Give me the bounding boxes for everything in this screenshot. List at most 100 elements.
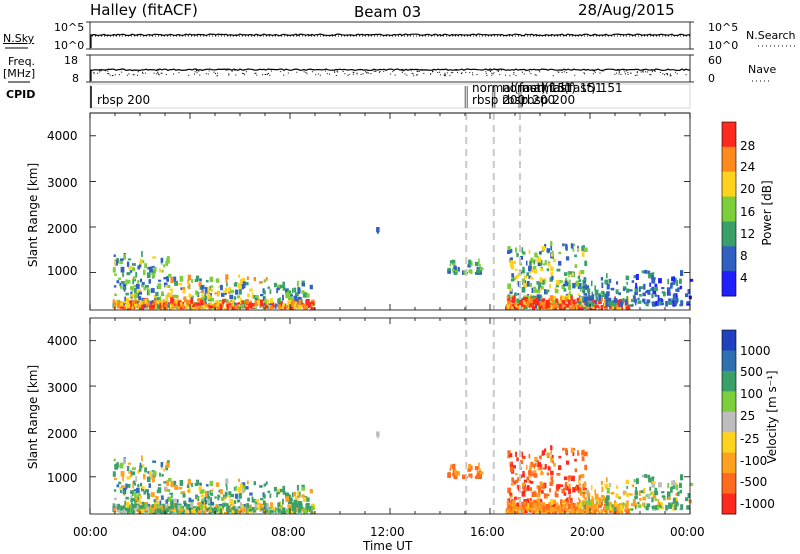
power-echo-1-162	[223, 299, 227, 303]
power-echo-2-32	[270, 302, 273, 306]
velocity-echo-1-9	[253, 498, 257, 503]
power-echo-4-8	[447, 269, 451, 274]
power-echo-5-190	[520, 255, 524, 260]
velocity-echo-2-43	[273, 486, 277, 492]
power-echo-1-188	[191, 278, 193, 283]
velocity-echo-3-201	[226, 508, 229, 514]
velocity-echo-5-128	[564, 484, 568, 491]
velocity-echo-6-145	[573, 506, 576, 510]
power-echo-8-74	[651, 301, 656, 305]
velocity-echo-1-198	[264, 502, 267, 507]
velocity-echo-6-18	[556, 509, 559, 512]
power-echo-8-20	[641, 270, 645, 274]
velocity-echo-7-43	[594, 504, 597, 509]
power-echo-2-52	[298, 291, 301, 294]
velocity-echo-3-93	[309, 505, 314, 509]
power-echo-7-23	[590, 280, 593, 287]
power-echo-0-165	[148, 279, 151, 284]
velocity-echo-3-217	[192, 510, 196, 514]
power-echo-3-194	[287, 303, 291, 309]
velocity-echo-0-88	[135, 476, 138, 482]
xtick-0: 00:00	[73, 525, 108, 539]
power-echo-6-91	[562, 299, 566, 305]
power-echo-8-76	[643, 283, 646, 290]
power-echo-5-143	[547, 262, 551, 267]
power-echo-7-73	[606, 291, 610, 297]
power-echo-2-63	[282, 294, 284, 301]
velocity-echo-8-75	[637, 501, 640, 504]
power-echo-3-187	[266, 299, 269, 306]
power-echo-8-60	[655, 300, 658, 305]
velocity-echo-0-152	[164, 489, 169, 492]
velocity-echo-8-84	[648, 477, 652, 483]
power-echo-6-134	[572, 307, 576, 310]
power-echo-6-18	[556, 305, 559, 308]
nsky-label: N.Sky	[3, 32, 35, 45]
power-echo-8-4	[686, 302, 690, 306]
power-echo-5-159	[572, 247, 575, 252]
velocity-echo-5-151	[521, 451, 524, 458]
power-echo-6-193	[545, 300, 550, 306]
velocity-echo-5-100	[526, 485, 530, 491]
power-echo-6-158	[532, 299, 536, 305]
velocity-echo-5-189	[521, 491, 526, 497]
power-echo-3-182	[120, 306, 125, 309]
power-ytick-4000: 4000	[47, 129, 78, 143]
power-echo-6-226	[578, 303, 583, 308]
power-echo-1-28	[233, 282, 236, 287]
velocity-echo-3-239	[203, 509, 207, 514]
power-echo-0-15	[159, 268, 161, 273]
power-echo-5-211	[537, 281, 542, 288]
power-echo-5-255	[528, 266, 532, 272]
power-echo-6-24	[574, 299, 577, 303]
velocity-echo-2-52	[298, 495, 301, 499]
velocity-echo-5-181	[553, 499, 556, 504]
velocity-echo-4-5	[476, 471, 481, 474]
velocity-echo-3-67	[293, 510, 297, 514]
freq-label-1: Freq.	[8, 55, 36, 68]
power-echo-5-222	[565, 243, 568, 250]
power-echo-7-2	[585, 295, 588, 298]
power-echo-6-111	[569, 307, 572, 310]
velocity-echo-3-76	[209, 505, 212, 509]
power-echo-2-43	[273, 282, 277, 288]
power-echo-2-23	[302, 292, 307, 298]
velocity-echo-0-92	[114, 477, 117, 480]
power-echo-5-217	[550, 240, 553, 246]
velocity-echo-0-102	[159, 500, 162, 506]
power-echo-0-85	[119, 260, 124, 265]
velocity-echo-6-165	[539, 505, 544, 510]
velocity-echo-2-32	[270, 506, 273, 510]
power-echo-0-58	[150, 288, 155, 293]
power-echo-0-157	[122, 301, 126, 304]
power-echo-6-184	[514, 302, 517, 307]
power-echo-1-119	[205, 280, 209, 283]
power-echo-8-79	[654, 286, 658, 291]
velocity-echo-8-30	[677, 491, 680, 497]
velocity-echo-5-89	[510, 461, 513, 466]
power-echo-3-234	[234, 305, 238, 310]
velocity-echo-6-220	[570, 504, 573, 509]
vel-cb-tick-m500: -500	[740, 475, 768, 489]
velocity-echo-5-211	[537, 485, 542, 492]
velocity-echo-5-251	[530, 481, 534, 484]
power-echo-3-226	[278, 306, 281, 309]
velocity-echo-5-28	[523, 499, 528, 503]
power-echo-3-209	[190, 298, 193, 304]
power-echo-3-19	[287, 300, 290, 305]
power-echo-8-89	[655, 302, 657, 307]
velocity-echo-7-56	[578, 483, 582, 487]
velocity-echo-0-153	[167, 460, 170, 463]
velocity-echo-7-42	[602, 496, 606, 502]
power-echo-7-1	[595, 296, 598, 301]
velocity-echo-2-40	[280, 488, 284, 493]
velocity-echo-0-122	[161, 473, 164, 477]
velocity-echo-1-46	[209, 490, 211, 495]
power-echo-5-191	[567, 271, 572, 275]
power-echo-1-118	[231, 299, 235, 303]
power-echo-5-128	[564, 280, 568, 287]
power-echo-4-15	[470, 269, 473, 275]
velocity-echo-3-71	[215, 507, 218, 512]
power-echo-6-67	[573, 303, 575, 309]
power-echo-5-114	[556, 301, 561, 307]
